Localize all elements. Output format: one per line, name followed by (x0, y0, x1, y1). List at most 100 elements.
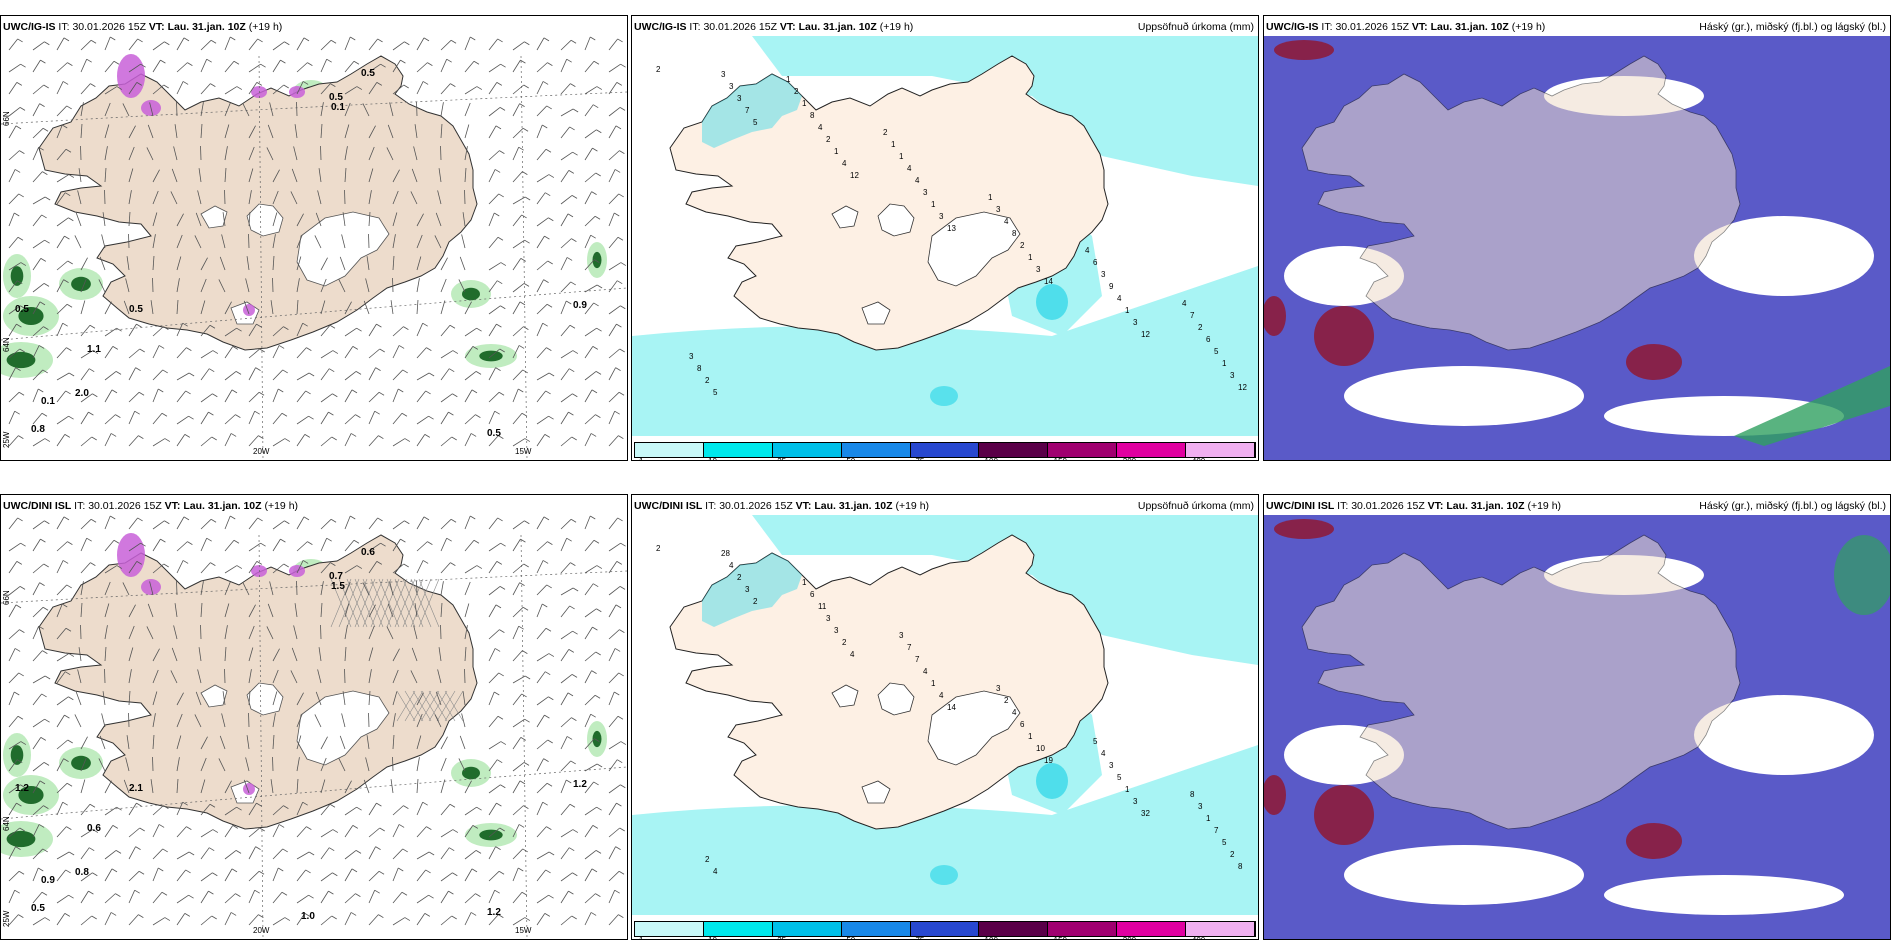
valid-time-label: VT: (148, 21, 165, 33)
issue-time: 30.01.2026 15Z (1335, 21, 1409, 33)
issue-time: 30.01.2026 15Z (703, 21, 777, 33)
precip-value-label: 2 (753, 597, 758, 606)
precip-area (71, 276, 91, 292)
panel-header: UWC/IG-IS IT: 30.01.2026 15Z VT: Lau. 31… (634, 18, 1254, 36)
precip-value-label: 0.5 (129, 304, 143, 315)
precip-area (632, 745, 1258, 915)
valid-time-label: VT: (1427, 500, 1444, 512)
precip-value-label: 3 (1230, 371, 1235, 380)
issue-time: 30.01.2026 15Z (72, 21, 146, 33)
precip-value-label: 5 (713, 388, 718, 397)
glacier (200, 205, 228, 229)
precip-value-label: 8 (1012, 229, 1017, 238)
cloud-title: Háský (gr.), miðský (fj.bl.) og lágský (… (1699, 21, 1886, 33)
legend-swatch (841, 922, 911, 936)
issue-time-label: IT: (74, 500, 86, 512)
precip-value-label: 4 (923, 667, 928, 676)
precip-value-label: 3 (899, 631, 904, 640)
precip-value-label: 2 (842, 638, 847, 647)
precip-value-label: 4 (915, 176, 920, 185)
precip-value-label: 4 (1004, 217, 1009, 226)
precip-value-label: 0.5 (361, 68, 375, 79)
precip-value-label: 4 (729, 561, 734, 570)
precip-value-label: 2 (705, 376, 710, 385)
cloud-map-panel-dini: UWC/DINI ISL IT: 30.01.2026 15Z VT: Lau.… (1263, 494, 1891, 940)
precip-value-label: 0.8 (31, 424, 45, 435)
precip-value-label: 1.2 (573, 779, 587, 790)
iceland-land (669, 534, 1109, 830)
clear-sky (1604, 875, 1844, 915)
precip-value-label: 1 (1125, 785, 1130, 794)
precip-value-label: 7 (1214, 826, 1219, 835)
precip-value-label: 4 (907, 164, 912, 173)
glacier (296, 690, 390, 766)
legend-swatch (635, 922, 704, 936)
precip-value-label: 0.1 (331, 102, 345, 113)
map-base: 20W 15W 66N 64N 25W 0.6 0.71.5 1.2 2.1 1.2 0.6 0.8 0… (1, 515, 627, 939)
precip-value-label: 1 (931, 200, 936, 209)
clear-sky (1344, 366, 1584, 426)
precip-value-label: 6 (1020, 720, 1025, 729)
precip-value-label: 2 (826, 135, 831, 144)
precip-area (18, 786, 44, 804)
precip-value-label: 6 (1206, 335, 1211, 344)
glacier (200, 684, 228, 708)
wind-barbs (8, 515, 627, 926)
cloud-title: Háský (gr.), miðský (fj.bl.) og lágský (… (1699, 500, 1886, 512)
precip-area (702, 553, 802, 627)
precip-value-label: 4 (1117, 294, 1122, 303)
map-area: 2 2 4 14 19 32 8 3 2 4 10 3 2 2 3 1 1 1 5 4 3 4 6 5 7 28 11 7 4 3 1 4 6 7… (632, 515, 1258, 939)
legend-tick-label: 400 (1192, 936, 1205, 939)
precip-value-label: 1 (1125, 306, 1130, 315)
glacier (927, 690, 1021, 766)
precip-value-label: 14 (947, 703, 956, 712)
precip-value-label: 28 (721, 549, 730, 558)
map-base: 2241419328324103223111543465728117431467… (632, 515, 1258, 939)
snow-area (243, 304, 255, 316)
precip-value-label: 4 (939, 691, 944, 700)
precip-value-label: 1.1 (87, 344, 101, 355)
high-cloud (1274, 519, 1334, 539)
iceland-land (1301, 534, 1741, 830)
precip-value-label: 12 (1238, 383, 1247, 392)
axis-label-64n: 64N (2, 337, 11, 352)
precip-value-label: 4 (850, 650, 855, 659)
legend-tick-label: 10 (708, 936, 717, 939)
precip-value-label: 0.9 (41, 875, 55, 886)
precip-area (18, 307, 44, 325)
snow-area (251, 86, 267, 98)
precip-value-label: 0.6 (87, 823, 101, 834)
legend-swatch (979, 922, 1049, 936)
legend-swatch (1048, 443, 1118, 457)
lead-time: (+19 h) (264, 500, 299, 512)
map-area (1264, 515, 1890, 939)
precip-value-label: 8 (1238, 862, 1243, 871)
precip-value-label: 0.1 (41, 396, 55, 407)
panel-header: UWC/DINI ISL IT: 30.01.2026 15Z VT: Lau.… (1266, 497, 1886, 515)
precip-value-label: 9 (1109, 282, 1114, 291)
issue-time-label: IT: (689, 21, 701, 33)
high-cloud (1314, 306, 1374, 366)
lead-time: (+19 h) (895, 500, 930, 512)
snow-area (117, 54, 145, 98)
map-base (1264, 515, 1890, 939)
precip-value-label: 3 (996, 684, 1001, 693)
legend-tick-label: 50 (846, 457, 855, 460)
hatch-area (330, 578, 464, 722)
valid-time: Lau. 31.jan. 10Z (1430, 21, 1509, 33)
wind-map-panel-igis: UWC/IG-IS IT: 30.01.2026 15Z VT: Lau. 31… (0, 15, 628, 461)
precip-value-label: 3 (689, 352, 694, 361)
issue-time: 30.01.2026 15Z (88, 500, 162, 512)
snow-area (251, 565, 267, 577)
precip-area (702, 74, 802, 148)
axis-label-64n: 64N (2, 816, 11, 831)
precip-area (1036, 284, 1068, 320)
precip-title: Uppsöfnuð úrkoma (mm) (1137, 500, 1254, 512)
axis-label-20w: 20W (253, 926, 270, 935)
precip-value-label: 4 (818, 123, 823, 132)
precip-value-label: 4 (713, 867, 718, 876)
precip-value-label: 2 (656, 544, 661, 553)
model-name: UWC/IG-IS (634, 21, 687, 33)
precip-value-label: 0.5 (15, 304, 29, 315)
precip-value-label: 3 (1109, 761, 1114, 770)
